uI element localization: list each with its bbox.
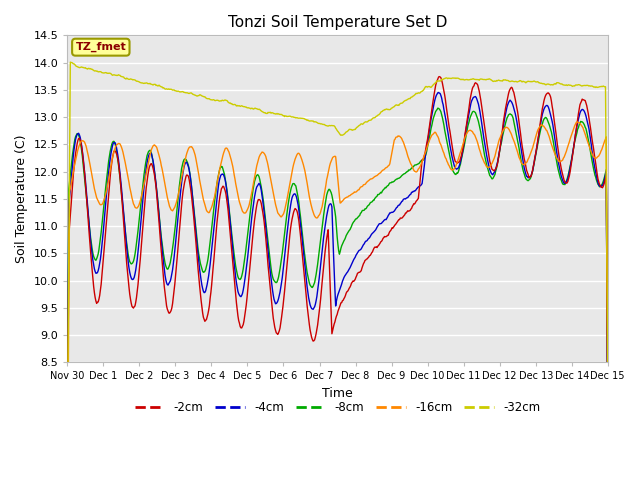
Text: TZ_fmet: TZ_fmet xyxy=(76,42,126,52)
Legend: -2cm, -4cm, -8cm, -16cm, -32cm: -2cm, -4cm, -8cm, -16cm, -32cm xyxy=(130,396,545,419)
Title: Tonzi Soil Temperature Set D: Tonzi Soil Temperature Set D xyxy=(228,15,447,30)
X-axis label: Time: Time xyxy=(322,387,353,400)
Y-axis label: Soil Temperature (C): Soil Temperature (C) xyxy=(15,134,28,263)
